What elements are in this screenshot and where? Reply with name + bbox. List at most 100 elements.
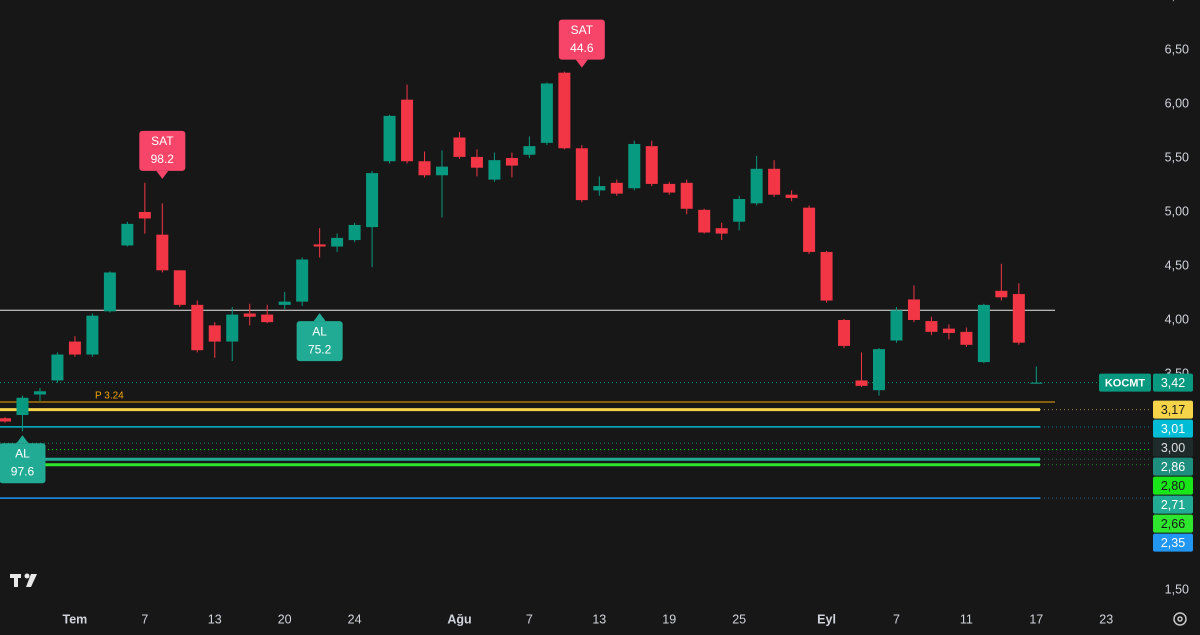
candle-body	[156, 234, 169, 271]
price-label: 2,71	[1161, 498, 1185, 512]
candle-body	[401, 99, 414, 162]
candle-body	[243, 313, 256, 317]
candle-body	[505, 157, 518, 166]
candle-body	[348, 224, 361, 241]
candle-body	[383, 115, 396, 162]
signal-box	[558, 19, 605, 60]
y-tick-label: 6,50	[1165, 42, 1189, 56]
x-tick-label: Eyl	[817, 612, 836, 626]
candle-body	[523, 146, 536, 155]
candle-body	[698, 209, 711, 233]
x-tick-label: 7	[141, 612, 148, 626]
candle-body	[540, 83, 553, 143]
candle-body	[733, 199, 746, 222]
candle-body	[418, 161, 431, 176]
signal: SAT 98.2	[139, 130, 186, 179]
price-label: 2,35	[1161, 536, 1185, 550]
candle-body	[121, 223, 134, 246]
candle-body	[488, 160, 501, 180]
symbol-label: KOCMT	[1105, 378, 1146, 390]
candle-body	[803, 207, 816, 252]
candle-body	[470, 156, 483, 168]
signal: SAT 44.6	[558, 19, 605, 68]
settings-icon[interactable]	[1173, 612, 1187, 626]
candle-body	[366, 173, 379, 228]
candle-body	[173, 270, 186, 305]
signal-box	[296, 321, 343, 362]
y-tick-label: 7,00	[1165, 0, 1189, 2]
candle-body	[313, 244, 326, 247]
candle-body	[610, 182, 623, 194]
plot	[0, 71, 1150, 499]
signal-score: 44.6	[570, 41, 594, 55]
price-label-box	[1153, 373, 1193, 392]
y-tick-label: 1,50	[1165, 582, 1189, 596]
candle-body	[890, 310, 903, 341]
price-label: 2,86	[1161, 460, 1185, 474]
candle-body	[575, 148, 588, 201]
signal-arrow	[313, 313, 326, 322]
candle-body	[593, 186, 606, 191]
candle-body	[680, 182, 693, 209]
price-label-box	[1153, 495, 1193, 514]
candle-body	[86, 315, 99, 355]
candle-body	[960, 331, 973, 345]
candle-body	[33, 391, 46, 395]
x-tick-label: 13	[208, 612, 222, 626]
candle-body	[1012, 294, 1025, 343]
price-label: 3,17	[1161, 403, 1185, 417]
signal-type: AL	[312, 324, 327, 338]
x-tick-label: 11	[960, 612, 973, 626]
signal-arrow	[575, 59, 588, 68]
signal-box	[139, 130, 186, 171]
signal: AL 75.2	[296, 313, 343, 362]
price-label-box	[1153, 438, 1193, 457]
x-tick-label: 23	[1099, 612, 1113, 626]
y-tick-label: 6,00	[1165, 96, 1189, 110]
signal-arrow	[156, 170, 169, 179]
price-label-box	[1153, 457, 1193, 476]
candle-body	[278, 301, 291, 305]
x-tick-label: 19	[662, 612, 676, 626]
x-tick-label: 17	[1029, 612, 1043, 626]
candle-body	[16, 397, 29, 416]
candle-body	[663, 183, 676, 193]
signal-type: SAT	[151, 134, 174, 148]
y-tick-label: 4,50	[1165, 258, 1189, 272]
price-label: 3,00	[1161, 441, 1185, 455]
signal-score: 98.2	[151, 152, 175, 166]
price-label: 2,66	[1161, 517, 1185, 531]
x-tick-label: 7	[893, 612, 900, 626]
candle-body	[331, 237, 344, 247]
candle-body	[925, 321, 938, 332]
candle-body	[436, 166, 448, 176]
candle-body	[907, 299, 920, 320]
candle-body	[838, 319, 851, 346]
signal-box	[0, 443, 46, 484]
signal-type: AL	[15, 446, 30, 460]
candle-body	[0, 418, 11, 422]
candle-body	[1030, 382, 1043, 384]
y-tick-label: 5,50	[1165, 150, 1189, 164]
candle-body	[820, 251, 833, 301]
x-tick-label: 7	[526, 612, 533, 626]
candle-body	[855, 380, 868, 386]
candle-body	[558, 72, 571, 149]
candle-body	[768, 168, 781, 195]
symbol-label-box	[1099, 373, 1151, 392]
y-tick-label: 4,00	[1165, 312, 1189, 326]
x-tick-label: Tem	[63, 612, 88, 626]
candle-body	[785, 194, 798, 198]
x-tick-label: 13	[592, 612, 606, 626]
price-label: 3,42	[1161, 376, 1185, 390]
candle-body	[68, 341, 81, 355]
price-label: 3,01	[1161, 422, 1185, 436]
price-label-box	[1153, 400, 1193, 419]
candle-body	[191, 304, 204, 351]
candle-body	[628, 143, 641, 189]
signal-score: 75.2	[308, 342, 332, 356]
signal: AL 97.6	[0, 435, 46, 484]
candle-body	[51, 354, 64, 381]
